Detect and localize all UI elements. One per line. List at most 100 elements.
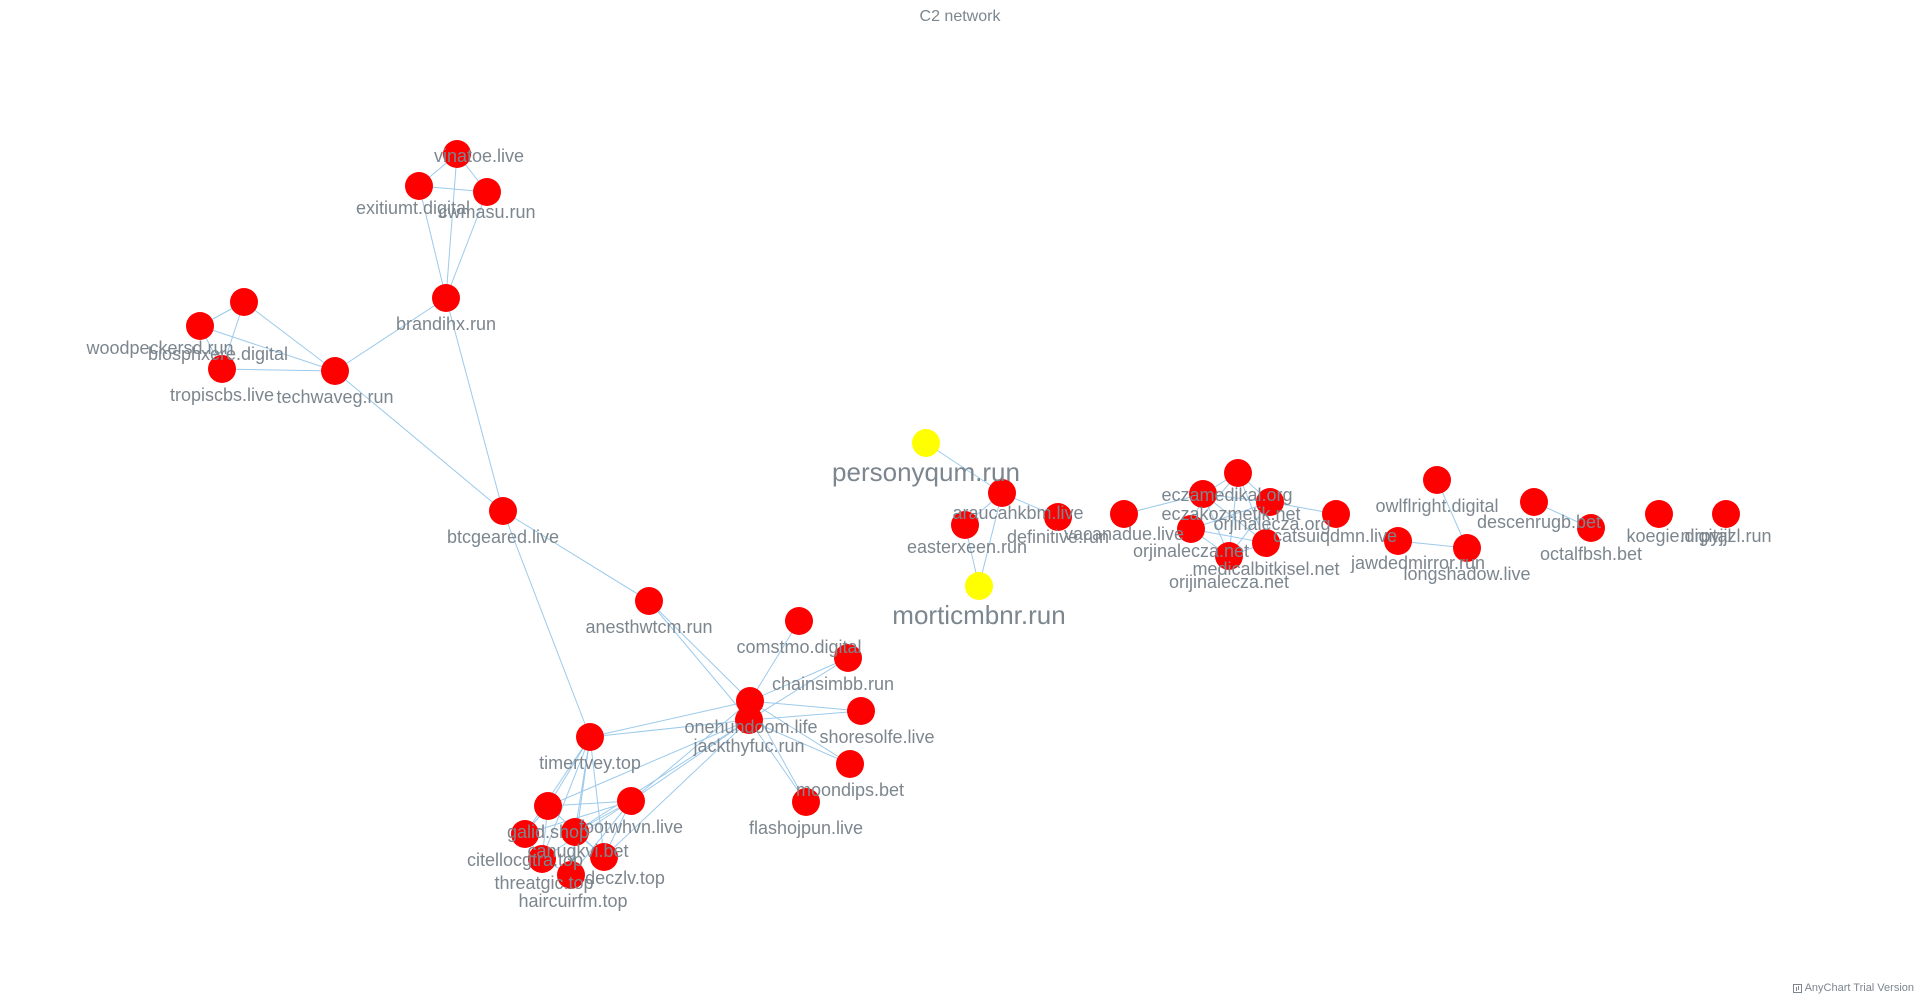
node-exitiumt-digital[interactable] xyxy=(405,172,433,200)
node-orijinalecza-net[interactable] xyxy=(1215,542,1243,570)
node-koegie-digital[interactable] xyxy=(1645,500,1673,528)
node-anesthwtcm-run[interactable] xyxy=(635,587,663,615)
node-label-timertvey-top: timertvey.top xyxy=(539,753,641,773)
node-personyqum-run[interactable] xyxy=(912,429,940,457)
node-owlflright-digital[interactable] xyxy=(1423,466,1451,494)
node-label-octalfbsh-bet: octalfbsh.bet xyxy=(1540,544,1642,564)
edge xyxy=(648,600,751,702)
edge xyxy=(418,185,447,299)
node-label-chainsimbb-run: chainsimbb.run xyxy=(772,674,894,694)
node-araucahkbm-live[interactable] xyxy=(988,479,1016,507)
node-label-eczamedikal-org: eczamedikal.org xyxy=(1161,485,1292,505)
node-descenrugb-bet[interactable] xyxy=(1520,488,1548,516)
node-label-woodpeckersd-run: woodpeckersd.run xyxy=(85,338,233,358)
node-label-brandihx-run: brandihx.run xyxy=(396,314,496,334)
credits-text: AnyChart Trial Version xyxy=(1804,982,1914,994)
edge xyxy=(749,657,849,702)
node-label-definitive-run: definitive.run xyxy=(1007,527,1109,547)
node-label-deczlv-top: deczlv.top xyxy=(585,868,665,888)
node-label-orjinalecza-org: orjinalecza.org xyxy=(1213,514,1330,534)
node-footwhvn-live[interactable] xyxy=(617,787,645,815)
node-morticmbnr-run[interactable] xyxy=(965,572,993,600)
node-label-footwhvn-live: footwhvn.live xyxy=(579,817,683,837)
node-galid-shop[interactable] xyxy=(534,792,562,820)
node-label-jawdedmirror-run: jawdedmirror.run xyxy=(1350,553,1485,573)
credits[interactable]: AnyChart Trial Version xyxy=(1792,982,1914,994)
node-moondips-bet[interactable] xyxy=(836,750,864,778)
node-comstmo-digital[interactable] xyxy=(785,607,813,635)
node-longshadow-live[interactable] xyxy=(1453,534,1481,562)
node-octalfbsh-bet[interactable] xyxy=(1577,514,1605,542)
node-label-personyqum-run: personyqum.run xyxy=(832,457,1020,487)
node-label-citellocgtra-top: citellocgtra.top xyxy=(467,850,583,870)
edge xyxy=(445,153,458,299)
node-label-tropiscbs-live: tropiscbs.live xyxy=(170,385,274,405)
node-timertvey-top[interactable] xyxy=(576,723,604,751)
node-citellocgtra-top[interactable] xyxy=(511,820,539,848)
node-label-owlflright-digital: owlflright.digital xyxy=(1375,496,1498,516)
node-label-galid-shop: galid.shop xyxy=(507,822,589,842)
node-label-orijinalecza-net: orijinalecza.net xyxy=(1169,572,1289,592)
edge xyxy=(221,368,336,372)
node-label-nirpyjjzl-run: nirpyjjzl.run xyxy=(1680,526,1771,546)
edge xyxy=(524,736,591,835)
node-label-anesthwtcm-run: anesthwtcm.run xyxy=(585,617,712,637)
edge xyxy=(589,719,750,738)
node-nirpyjjzl-run[interactable] xyxy=(1712,500,1740,528)
node-label-flashojpun-live: flashojpun.live xyxy=(749,818,863,838)
node-label-canugkvi-bet: canugkvi.bet xyxy=(527,841,628,861)
node-label-shoresolfe-live: shoresolfe.live xyxy=(819,727,934,747)
node-vacanadue-live[interactable] xyxy=(1110,500,1138,528)
node-label-onehundoom-life: onehundoom.life xyxy=(684,717,817,737)
node-label-vinatoe-live: vinatoe.live xyxy=(434,146,524,166)
node-tropiscbs-live[interactable] xyxy=(208,355,236,383)
edge xyxy=(749,620,800,702)
node-orjinalecza-net[interactable] xyxy=(1177,515,1205,543)
edge xyxy=(749,700,862,712)
node-haircuirfm-top[interactable] xyxy=(557,861,585,889)
edge xyxy=(630,719,750,802)
node-techwaveg-run[interactable] xyxy=(321,357,349,385)
node-brandihx-run[interactable] xyxy=(432,284,460,312)
edge xyxy=(334,297,447,372)
edge xyxy=(603,719,750,858)
node-threatgic-top[interactable] xyxy=(528,845,556,873)
node-vinatoe-live[interactable] xyxy=(443,140,471,168)
chart-icon xyxy=(1792,983,1802,993)
node-label-threatgic-top: threatgic.top xyxy=(494,873,593,893)
node-label-moondips-bet: moondips.bet xyxy=(796,780,904,800)
node-label-exitiumt-digital: exitiumt.digital xyxy=(356,198,470,218)
node-biosphxere-digital[interactable] xyxy=(230,288,258,316)
node-eczakozmetik-net[interactable] xyxy=(1189,480,1217,508)
node-label-btcgeared-live: btcgeared.live xyxy=(447,527,559,547)
node-flashojpun-live[interactable] xyxy=(792,788,820,816)
node-label-descenrugb-bet: descenrugb.bet xyxy=(1477,512,1601,532)
node-btcgeared-live[interactable] xyxy=(489,497,517,525)
node-easterxeen-run[interactable] xyxy=(951,511,979,539)
node-orjinalecza-org[interactable] xyxy=(1256,488,1284,516)
node-label-comstmo-digital: comstmo.digital xyxy=(736,637,861,657)
chart-title: C2 network xyxy=(919,8,1001,25)
node-chainsimbb-run[interactable] xyxy=(834,644,862,672)
node-label-koegie-digital: koegie.digital xyxy=(1626,526,1731,546)
node-medicalbitkisel-net[interactable] xyxy=(1252,529,1280,557)
node-shoresolfe-live[interactable] xyxy=(847,697,875,725)
node-jackthyfuc-run[interactable] xyxy=(735,706,763,734)
node-label-haircuirfm-top: haircuirfm.top xyxy=(518,891,627,911)
node-definitive-run[interactable] xyxy=(1044,503,1072,531)
node-woodpeckersd-run[interactable] xyxy=(186,312,214,340)
node-canugkvi-bet[interactable] xyxy=(590,843,618,871)
node-deczlv-top[interactable] xyxy=(561,818,589,846)
edge xyxy=(630,700,751,802)
edge xyxy=(243,301,336,372)
edge xyxy=(748,719,807,803)
edge xyxy=(502,510,650,602)
node-label-longshadow-live: longshadow.live xyxy=(1403,564,1530,584)
node-catsuiqdmn-live[interactable] xyxy=(1322,500,1350,528)
edge xyxy=(748,710,862,721)
node-cwmasu-run[interactable] xyxy=(473,178,501,206)
node-eczamedikal-org[interactable] xyxy=(1224,459,1252,487)
node-jawdedmirror-run[interactable] xyxy=(1384,527,1412,555)
